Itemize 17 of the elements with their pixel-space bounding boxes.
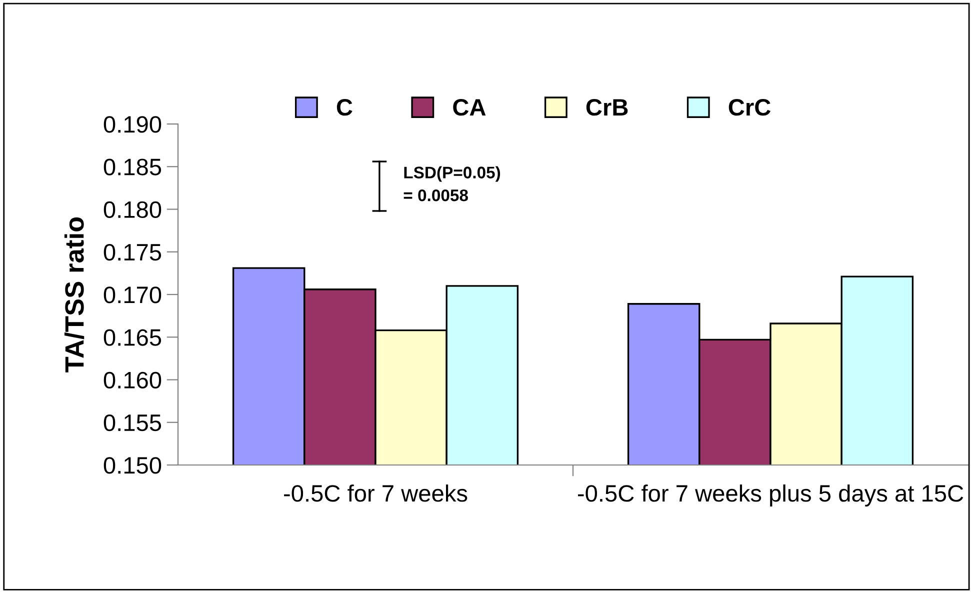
legend-label: CrB (586, 98, 628, 116)
y-tick-label: 0.170 (104, 286, 162, 304)
legend-label: C (336, 98, 352, 116)
y-tick-label: 0.180 (104, 201, 162, 218)
y-tick-label: 0.150 (104, 457, 162, 474)
y-tick-label: 0.175 (104, 244, 162, 261)
legend-label: CrC (728, 98, 771, 116)
y-tick-label: 0.160 (104, 372, 162, 389)
y-axis-title: TA/TSS ratio (64, 217, 84, 372)
annotation: LSD(P=0.05) = 0.0058 (404, 166, 500, 202)
y-tick-label: 0.190 (104, 116, 162, 133)
y-tick-label: 0.155 (104, 414, 162, 432)
x-tick-label: -0.5C for 7 weeks (284, 484, 468, 502)
legend-label: CA (453, 98, 486, 116)
y-tick-label: 0.185 (104, 158, 162, 176)
y-tick-label: 0.165 (104, 329, 162, 346)
x-tick-label: -0.5C for 7 weeks plus 5 days at 15C (578, 484, 964, 506)
